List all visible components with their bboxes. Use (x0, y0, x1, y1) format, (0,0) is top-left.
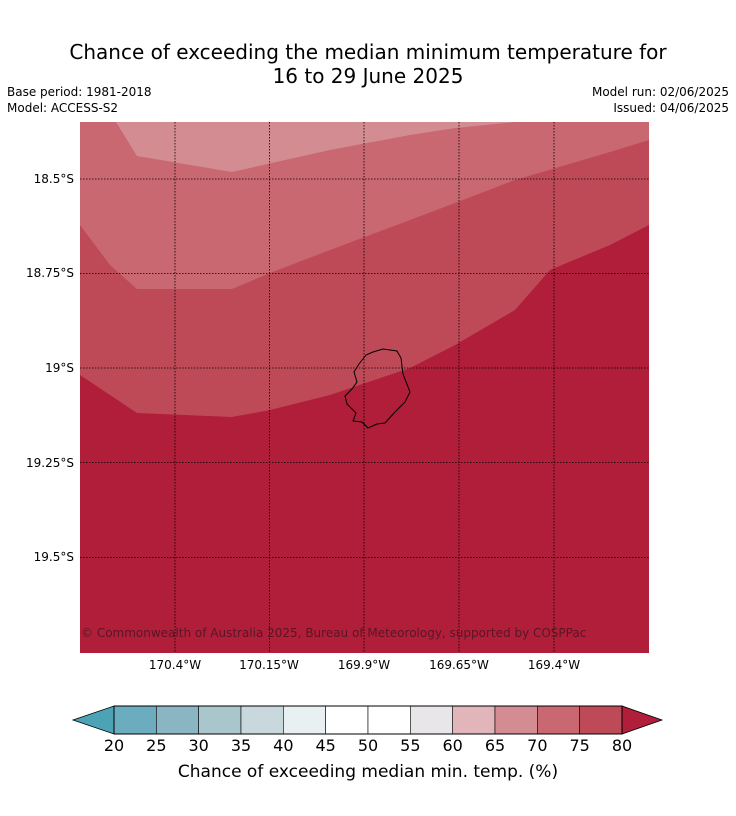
chart-title-line2: 16 to 29 June 2025 (272, 64, 464, 88)
colorbar-segment (113, 705, 157, 735)
colorbar-tick-label: 35 (230, 736, 252, 755)
colorbar-segment (240, 705, 284, 735)
lon-label: 169.4°W (527, 658, 581, 672)
lat-label: 18.5°S (33, 172, 74, 186)
colorbar-tick-label: 30 (188, 736, 209, 755)
probability-map[interactable]: © Commonwealth of Australia 2025, Bureau… (0, 0, 736, 680)
lon-label: 169.65°W (429, 658, 489, 672)
colorbar-segment (325, 705, 369, 735)
colorbar-segment (367, 705, 411, 735)
colorbar-segment (410, 705, 453, 735)
lon-label: 169.9°W (337, 658, 391, 672)
colorbar-label: Chance of exceeding median min. temp. (%… (177, 762, 559, 782)
lon-label: 170.15°W (239, 658, 299, 672)
colorbar-extend-high (621, 705, 664, 735)
band-65-70 (116, 122, 515, 172)
model-run: Model run: 02/06/2025 (591, 85, 729, 99)
lat-label: 19°S (45, 361, 74, 375)
issued-date: Issued: 04/06/2025 (613, 101, 729, 115)
colorbar-segment (537, 705, 580, 735)
colorbar-segment (283, 705, 326, 735)
model-name: Model: ACCESS-S2 (7, 101, 119, 115)
colorbar-segment (452, 705, 496, 735)
colorbar-segment (579, 705, 623, 735)
base-period: Base period: 1981-2018 (7, 85, 152, 99)
lat-label: 19.25°S (26, 456, 74, 470)
colorbar-segment (198, 705, 242, 735)
colorbar-extend-low (71, 705, 115, 735)
colorbar-frame (113, 705, 623, 735)
colorbar-segment (494, 705, 538, 735)
chart-title-line1: Chance of exceeding the median minimum t… (69, 40, 667, 64)
lon-label: 170.4°W (148, 658, 202, 672)
colorbar-tick-label: 45 (315, 736, 336, 755)
colorbar-tick-label: 50 (357, 736, 379, 755)
colorbar-tick-label: 55 (400, 736, 421, 755)
colorbar-tick-label: 60 (442, 736, 463, 755)
colorbar-tick-label: 40 (273, 736, 294, 755)
copyright-notice: © Commonwealth of Australia 2025, Bureau… (81, 626, 586, 640)
colorbar-tick-label: 80 (611, 736, 633, 755)
colorbar-tick-label: 70 (527, 736, 548, 755)
graticule (80, 122, 649, 653)
island-niue (344, 348, 411, 429)
lat-label: 18.75°S (26, 266, 74, 280)
colorbar-tick-label: 25 (146, 736, 167, 755)
colorbar-segment (156, 705, 199, 735)
colorbar-tick-label: 20 (103, 736, 125, 755)
colorbar-tick-label: 65 (484, 736, 506, 755)
lat-label: 19.5°S (33, 550, 74, 564)
colorbar-tick-label: 75 (569, 736, 590, 755)
